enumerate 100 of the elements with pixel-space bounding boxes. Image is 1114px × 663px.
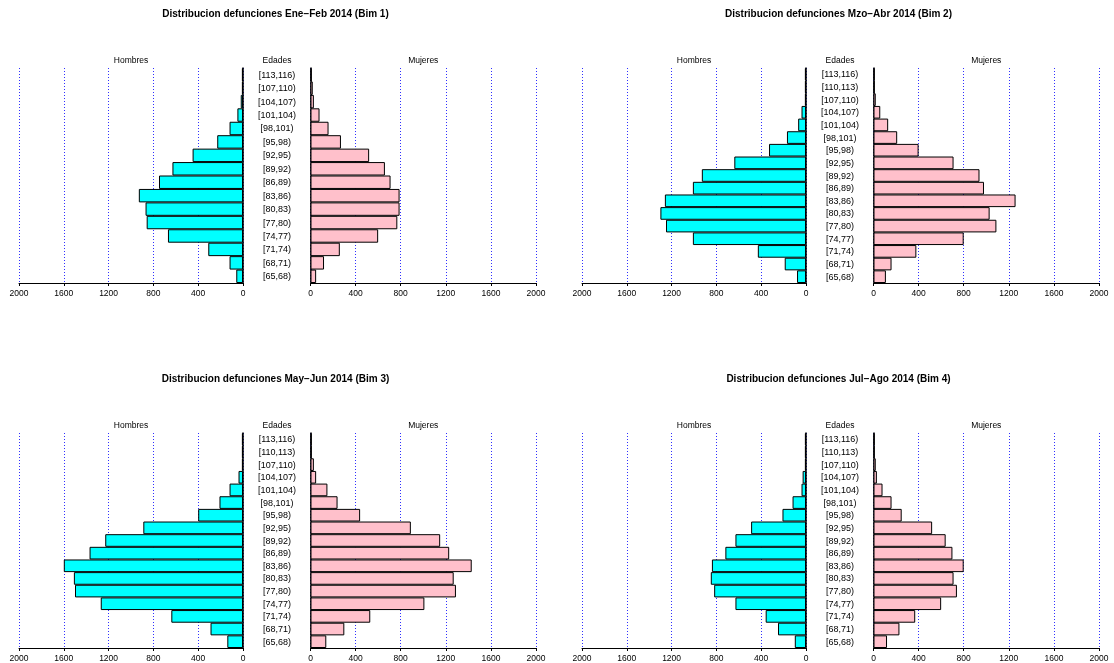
y-tick-label: [101,104) (820, 484, 860, 495)
chart-subtitle: Hombres (676, 419, 712, 430)
x-tick-label: 2000 (1089, 287, 1109, 298)
y-tick-label: [68,71) (262, 624, 292, 635)
y-tick-label: [110,113) (258, 446, 296, 457)
x-tick-label: 400 (348, 652, 363, 663)
x-tick-label: 0 (308, 652, 314, 663)
chart-title: Mujeres (971, 54, 1002, 65)
text: Distribucion defunciones Ene−Feb 2014 (Bim 1) (162, 7, 389, 19)
y-tick-label: [89,92) (262, 163, 292, 174)
x-tick-label: 1600 (54, 652, 74, 663)
x-tick-label: 1600 (481, 287, 501, 298)
x-tick-label: 1600 (54, 287, 74, 298)
y-tick-label: [95,98) (825, 145, 855, 156)
chart-title: Mujeres (408, 54, 439, 65)
x-tick-label: 1600 (481, 652, 501, 663)
y-tick-label: [101,104) (257, 484, 297, 495)
x-tick-label: 2000 (9, 652, 29, 663)
y-tick-label: [89,92) (825, 535, 855, 546)
chart-subtitle: Hombres (113, 419, 149, 430)
y-tick-label: [110,113) (821, 446, 859, 457)
y-tick-label: [71,74) (825, 246, 855, 257)
y-tick-label: [83,86) (825, 560, 855, 571)
y-tick-label: [92,95) (825, 157, 855, 168)
chart-subtitle: Hombres (113, 54, 149, 65)
x-tick-label: 1600 (617, 287, 637, 298)
y-axis-title: Edades (262, 419, 292, 430)
y-tick-label: [86,89) (262, 548, 292, 559)
x-tick-label: 400 (191, 652, 206, 663)
y-tick-label: [101,104) (257, 110, 297, 121)
x-tick-label: 1200 (436, 652, 456, 663)
x-tick-label: 400 (911, 287, 926, 298)
y-tick-label: [113,116) (821, 69, 859, 80)
y-tick-label: [98,101) (260, 123, 294, 134)
x-tick-label: 2000 (526, 652, 546, 663)
x-tick-label: 800 (956, 652, 972, 663)
y-tick-label: [83,86) (262, 190, 292, 201)
y-tick-label: [92,95) (262, 522, 292, 533)
y-axis-title: Edades (262, 54, 292, 65)
x-tick-label: 2000 (9, 287, 29, 298)
y-tick-label: [77,80) (262, 586, 292, 597)
y-tick-label: [80,83) (262, 573, 292, 584)
y-tick-label: [65,68) (262, 636, 292, 647)
y-tick-label: [77,80) (825, 221, 855, 232)
y-tick-label: [86,89) (262, 177, 292, 188)
x-tick-label: 400 (191, 287, 206, 298)
x-tick-label: 1600 (617, 652, 637, 663)
x-tick-label: 0 (308, 287, 314, 298)
x-tick-label: 0 (240, 287, 246, 298)
y-tick-label: [68,71) (262, 257, 292, 268)
y-tick-label: [77,80) (825, 586, 855, 597)
y-tick-label: [74,77) (825, 598, 855, 609)
y-tick-label: [113,116) (258, 69, 296, 80)
y-tick-label: [98,101) (823, 132, 857, 143)
y-tick-label: [107,110) (821, 459, 859, 470)
y-tick-label: [104,107) (820, 107, 860, 118)
y-tick-label: [104,107) (820, 472, 860, 483)
y-tick-label: [71,74) (825, 611, 855, 622)
x-tick-label: 400 (348, 287, 363, 298)
text: Distribucion defunciones Jul−Ago 2014 (Bim 4) (726, 372, 951, 384)
x-tick-label: 800 (393, 287, 409, 298)
x-tick-label: 1200 (99, 287, 119, 298)
y-tick-label: [80,83) (825, 573, 855, 584)
x-tick-label: 800 (393, 652, 409, 663)
y-tick-label: [68,71) (825, 624, 855, 635)
y-tick-label: [71,74) (262, 244, 292, 255)
y-tick-label: [101,104) (820, 119, 860, 130)
y-tick-label: [92,95) (262, 150, 292, 161)
y-tick-label: [113,116) (258, 434, 296, 445)
x-tick-label: 0 (240, 652, 246, 663)
y-tick-label: [83,86) (825, 195, 855, 206)
y-tick-label: [104,107) (257, 472, 297, 483)
chart-subtitle: Hombres (676, 54, 712, 65)
y-tick-label: [74,77) (262, 230, 292, 241)
y-tick-label: [107,110) (258, 459, 296, 470)
text: Distribucion defunciones May−Jun 2014 (Bim 3) (161, 372, 390, 384)
y-tick-label: [98,101) (260, 497, 294, 508)
x-tick-label: 0 (871, 652, 877, 663)
x-tick-label: 400 (754, 652, 769, 663)
y-tick-label: [107,110) (821, 94, 859, 105)
x-tick-label: 400 (911, 652, 926, 663)
x-tick-label: 800 (146, 652, 161, 663)
y-tick-label: [74,77) (825, 233, 855, 244)
text: Distribucion defunciones Mzo−Abr 2014 (Bim 2) (725, 7, 952, 19)
y-tick-label: [71,74) (262, 611, 292, 622)
x-tick-label: 0 (803, 652, 809, 663)
y-tick-label: [113,116) (821, 434, 859, 445)
x-tick-label: 1600 (1044, 652, 1064, 663)
x-tick-label: 1600 (1044, 287, 1064, 298)
y-tick-label: [95,98) (262, 510, 292, 521)
y-tick-label: [95,98) (825, 510, 855, 521)
y-tick-label: [80,83) (825, 208, 855, 219)
y-tick-label: [89,92) (825, 170, 855, 181)
x-tick-label: 1200 (99, 652, 119, 663)
x-tick-label: 800 (709, 652, 724, 663)
y-tick-label: [83,86) (262, 560, 292, 571)
x-tick-label: 1200 (436, 287, 456, 298)
y-tick-label: [68,71) (825, 259, 855, 270)
y-tick-label: [92,95) (825, 522, 855, 533)
y-tick-label: [86,89) (825, 548, 855, 559)
